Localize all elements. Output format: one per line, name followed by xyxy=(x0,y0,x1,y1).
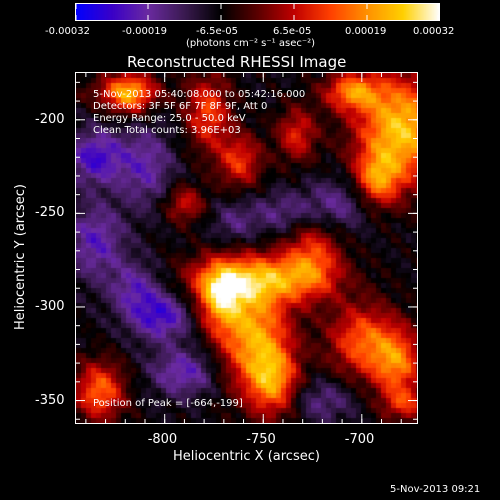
x-tick-label: -750 xyxy=(246,432,276,447)
colorbar-units-label: (photons cm⁻² s⁻¹ asec⁻²) xyxy=(186,38,316,49)
info-detectors: Detectors: 3F 5F 6F 7F 8F 9F, Att 0 xyxy=(93,101,268,112)
colorbar-tick-label: -6.5e-05 xyxy=(196,26,238,37)
info-energy-range: Energy Range: 25.0 - 50.0 keV xyxy=(93,113,246,124)
y-tick-label: -250 xyxy=(35,205,65,221)
x-tick-label: -800 xyxy=(147,432,178,447)
colorbar-tick-label: 0.00019 xyxy=(345,26,387,37)
footer-timestamp: 5-Nov-2013 09:21 xyxy=(390,484,481,495)
colorbar-tick-label: -0.00019 xyxy=(122,26,167,37)
rhessi-image-heatmap xyxy=(76,73,417,423)
x-axis-label: Heliocentric X (arcsec) xyxy=(173,449,320,464)
colorbar-ticks xyxy=(75,4,439,20)
colorbar-gradient xyxy=(75,3,440,21)
colorbar-frame xyxy=(75,3,440,21)
y-tick-label: -350 xyxy=(35,392,65,408)
info-time-range: 5-Nov-2013 05:40:08.000 to 05:42:16.000 xyxy=(93,89,306,100)
y-tick-label: -300 xyxy=(35,298,65,314)
colorbar-tick-label: 0.00032 xyxy=(413,26,455,37)
plot-frame xyxy=(75,72,418,424)
peak-position-label: Position of Peak = [-664,-199] xyxy=(93,398,243,409)
colorbar-tick-label: 6.5e-05 xyxy=(273,26,312,37)
x-tick-label: -700 xyxy=(344,432,375,447)
y-axis-label: Heliocentric Y (arcsec) xyxy=(13,184,28,330)
info-clean-counts: Clean Total counts: 3.96E+03 xyxy=(93,125,241,136)
chart-title: Reconstructed RHESSI Image xyxy=(127,53,347,71)
colorbar-tick-label: -0.00032 xyxy=(45,26,90,37)
y-tick-label: -200 xyxy=(35,111,65,127)
